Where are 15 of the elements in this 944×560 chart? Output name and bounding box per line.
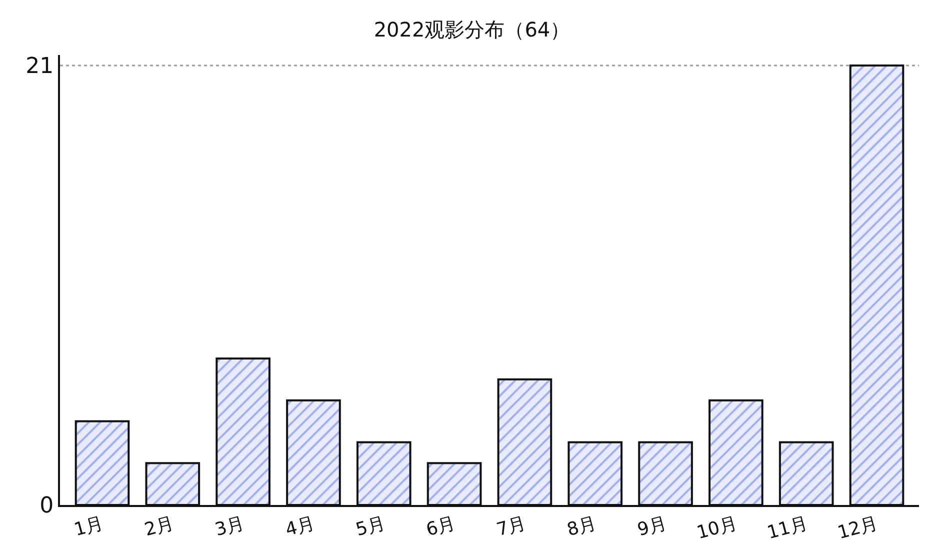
x-tick-label: 2月: [142, 512, 176, 541]
x-tick-label: 1月: [72, 512, 106, 541]
x-tick-label: 5月: [354, 512, 388, 541]
y-tick-label: 0: [40, 494, 54, 519]
chart-title: 2022观影分布（64）: [374, 17, 570, 42]
x-tick-label: 3月: [212, 512, 247, 541]
y-tick-label: 21: [26, 54, 54, 80]
x-tick-label: 11月: [765, 512, 810, 544]
x-tick-label: 7月: [494, 512, 528, 541]
x-tick-label: 4月: [283, 512, 318, 541]
x-tick-label: 8月: [564, 512, 599, 541]
x-tick-label: 9月: [635, 512, 670, 541]
x-tick-label: 10月: [694, 512, 740, 544]
x-tick-label: 12月: [835, 512, 880, 544]
x-tick-label: 6月: [424, 512, 458, 541]
